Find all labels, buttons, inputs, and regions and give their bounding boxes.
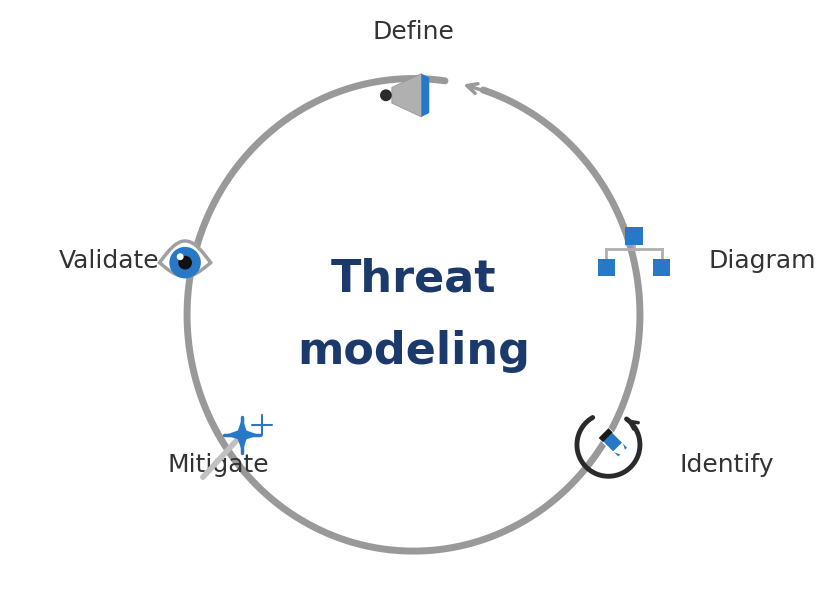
Text: Validate: Validate — [59, 249, 160, 273]
Circle shape — [380, 89, 391, 101]
Circle shape — [178, 256, 192, 270]
Text: modeling: modeling — [297, 330, 530, 373]
Text: Identify: Identify — [680, 453, 774, 478]
Polygon shape — [599, 428, 612, 442]
Text: Mitigate: Mitigate — [167, 453, 269, 478]
Polygon shape — [612, 442, 627, 456]
Polygon shape — [160, 241, 211, 276]
Text: Threat: Threat — [331, 257, 496, 300]
FancyBboxPatch shape — [625, 227, 643, 245]
Polygon shape — [422, 73, 429, 117]
FancyBboxPatch shape — [653, 259, 670, 276]
FancyBboxPatch shape — [597, 259, 616, 276]
Polygon shape — [599, 428, 628, 458]
Text: Define: Define — [373, 20, 454, 44]
Circle shape — [176, 253, 184, 260]
Text: Diagram: Diagram — [709, 249, 816, 273]
Polygon shape — [391, 73, 422, 117]
Polygon shape — [225, 418, 259, 452]
Circle shape — [170, 247, 201, 279]
